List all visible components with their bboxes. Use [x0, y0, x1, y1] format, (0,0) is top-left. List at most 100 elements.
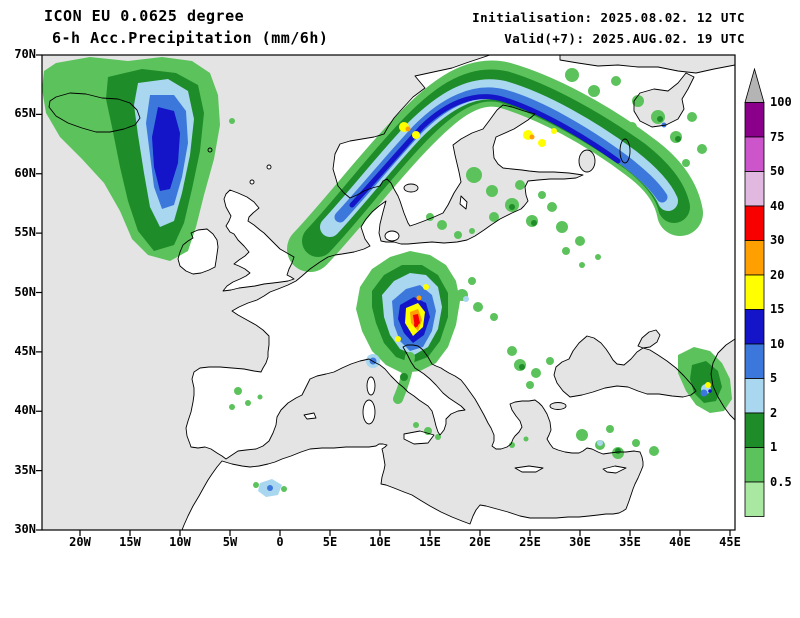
product-title: 6-h Acc.Precipitation (mm/6h): [52, 29, 329, 47]
precip-area-mg: [515, 180, 525, 190]
precip-area-or: [529, 134, 535, 140]
precip-area-db: [152, 107, 180, 191]
legend-value-75: 75: [770, 129, 785, 144]
precip-area-lb: [597, 440, 603, 446]
precip-area-db: [349, 94, 621, 208]
precip-area-mg: [523, 436, 529, 442]
legend-swatch-10: [744, 343, 765, 379]
lon-label: 10E: [369, 535, 391, 549]
lat-label: 30N: [14, 522, 36, 536]
precip-area-mg: [437, 220, 447, 230]
lat-label: 60N: [14, 165, 36, 180]
legend-value-1: 1: [770, 440, 778, 454]
precip-area-or: [416, 295, 422, 301]
precip-area-mg: [632, 95, 644, 107]
precip-area-mg: [627, 122, 637, 132]
precip-area-mb: [267, 485, 273, 491]
legend-swatch-40: [744, 205, 765, 241]
precip-area-dg: [690, 361, 722, 403]
precip-area-mg: [531, 368, 541, 378]
legend-value-5: 5: [770, 371, 778, 385]
precip-area-dg: [657, 116, 663, 122]
precip-area-mg: [687, 112, 697, 122]
precipitation-map: [36, 54, 736, 536]
lat-label: 70N: [14, 47, 36, 61]
lon-label: 20W: [69, 535, 91, 549]
legend-swatch-15: [744, 309, 765, 345]
precip-area-mg: [682, 159, 690, 167]
lon-label: 40E: [669, 535, 691, 549]
precip-area-mg: [526, 381, 534, 389]
legend-value-20: 20: [770, 267, 785, 282]
precip-area-dg: [519, 364, 525, 370]
valid-time-label: Valid(+7): 2025.AUG.02. 19 UTC: [504, 31, 745, 46]
precip-area-mg: [245, 400, 251, 406]
precip-area-mg: [588, 85, 600, 97]
lon-label: 35E: [619, 535, 641, 549]
precip-area-mg: [486, 185, 498, 197]
precip-area-ye: [551, 128, 557, 134]
precip-area-mg: [576, 429, 588, 441]
lon-label: 0: [276, 535, 284, 549]
legend-swatch-0.5: [744, 481, 765, 517]
lon-label: 10W: [169, 535, 191, 549]
legend-swatch-100: [744, 102, 765, 138]
precip-area-mg: [649, 446, 659, 456]
legend-swatch-5: [744, 378, 765, 414]
legend-swatch-30: [744, 240, 765, 276]
lat-label: 40N: [14, 403, 36, 418]
legend-color-bar: [744, 68, 765, 517]
legend-swatch-1: [744, 447, 765, 483]
precip-area-mg: [257, 394, 263, 400]
precip-area-mg: [229, 404, 235, 410]
precip-area-dg: [531, 220, 537, 226]
lon-label: 15E: [419, 535, 441, 549]
legend-value-40: 40: [770, 198, 785, 213]
lat-label: 55N: [14, 225, 36, 240]
legend-value-10: 10: [770, 336, 785, 351]
lon-label: 45E: [719, 535, 741, 549]
precip-area-dg: [509, 204, 515, 210]
precip-area-mg: [538, 191, 546, 199]
precip-area-mg: [697, 144, 707, 154]
lon-label: 5W: [222, 535, 238, 549]
precip-area-mg: [253, 482, 259, 488]
precip-area-mg: [562, 247, 570, 255]
legend-value-50: 50: [770, 164, 785, 178]
precip-area-mg: [469, 228, 475, 234]
precip-area-mg: [575, 236, 585, 246]
precip-area-mg: [565, 68, 579, 82]
precip-area-mg: [507, 346, 517, 356]
precip-area-ye: [538, 139, 546, 147]
legend-swatch-max: [744, 68, 765, 103]
precip-area-db: [708, 389, 712, 393]
precip-area-mg: [454, 231, 462, 239]
precip-area-or: [405, 126, 411, 132]
precip-area-dg: [400, 373, 408, 381]
model-title: ICON EU 0.0625 degree: [44, 7, 245, 25]
lon-label: 25E: [519, 535, 541, 549]
lon-label: 15W: [119, 535, 141, 549]
precip-area-re: [414, 323, 418, 327]
legend-value-15: 15: [770, 302, 785, 316]
precip-area-mg: [281, 486, 287, 492]
precip-area-mg: [546, 357, 554, 365]
legend-value-2: 2: [770, 405, 778, 420]
precip-area-ye: [705, 382, 711, 388]
legend-swatch-50: [744, 171, 765, 207]
precip-area-mg: [611, 76, 621, 86]
legend-swatch-2: [744, 412, 765, 448]
legend-value-0.5: 0.5: [770, 474, 792, 489]
precip-area-mg: [229, 118, 235, 124]
legend-swatch-75: [744, 136, 765, 172]
precip-area-mg: [473, 302, 483, 312]
precip-area-mg: [509, 442, 515, 448]
precip-area-mg: [435, 434, 441, 440]
precipitation-legend: 100 75 50 40 30 20 15 10 5 2 1 0.5: [744, 68, 800, 528]
precip-area-mg: [632, 439, 640, 447]
precip-area-mg: [490, 313, 498, 321]
precip-area-ye: [395, 336, 401, 342]
lon-label: 30E: [569, 535, 591, 549]
precipitation-layer: [42, 57, 732, 497]
